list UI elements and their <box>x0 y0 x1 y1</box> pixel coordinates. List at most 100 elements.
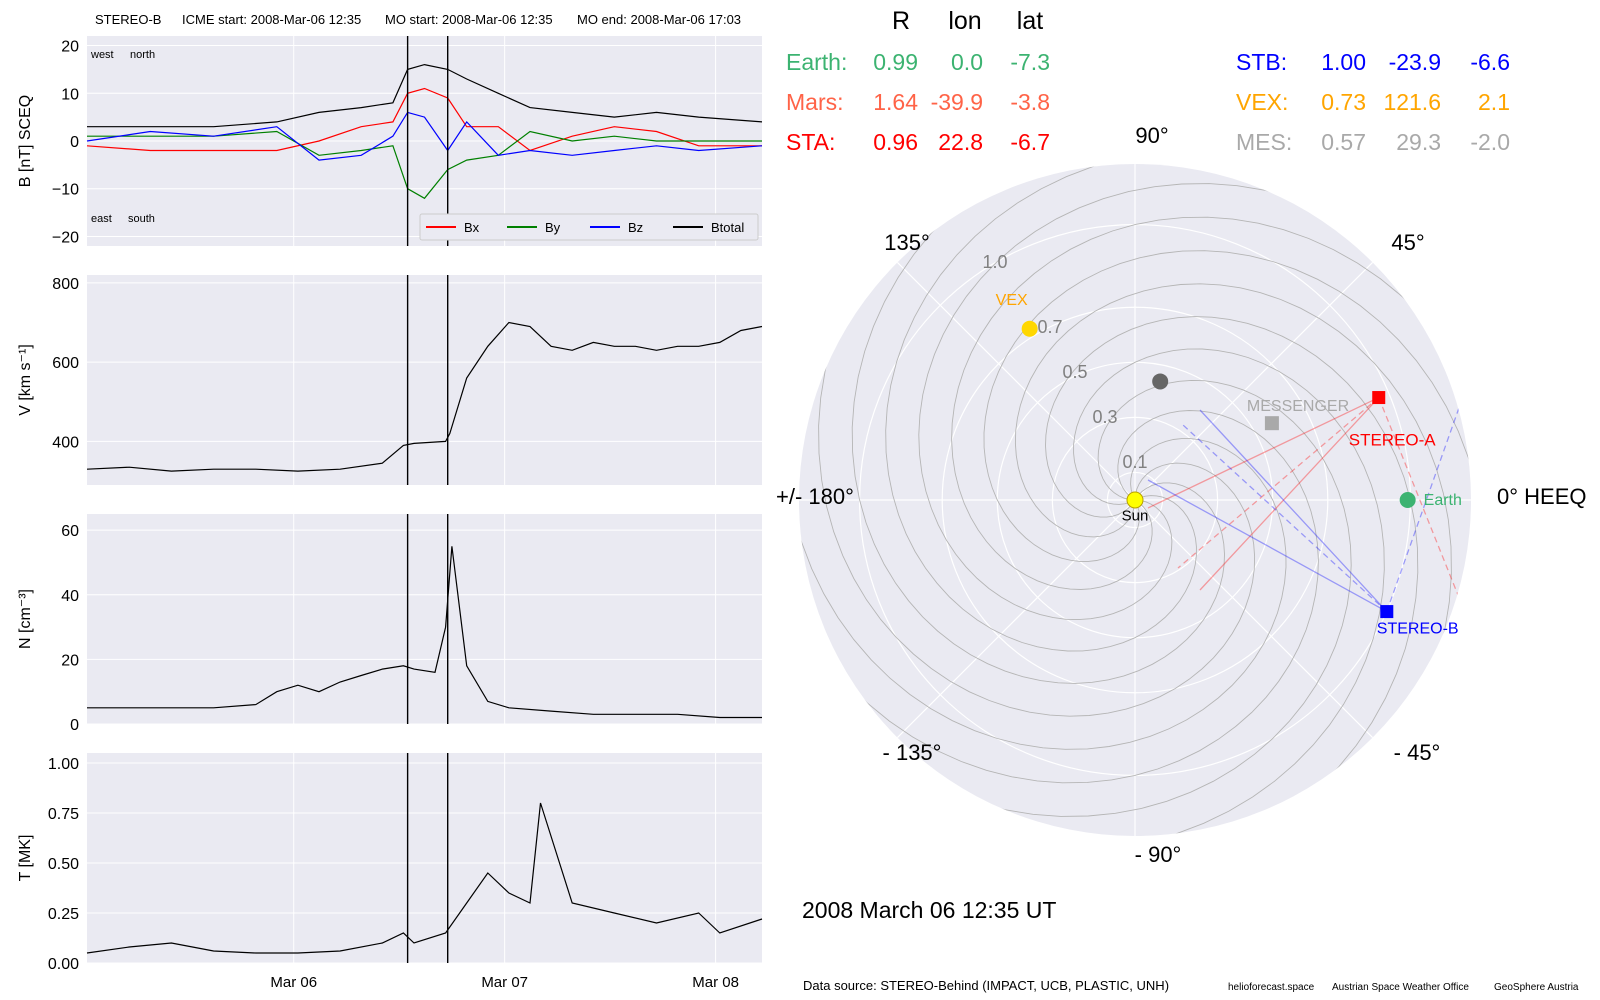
y-tick-label: 0.25 <box>48 906 79 923</box>
plot-background <box>87 753 762 963</box>
y-axis-label: N [cm⁻³] <box>17 589 34 649</box>
table-stb-lon: -23.9 <box>1389 49 1441 75</box>
parker-spiral <box>885 164 1333 652</box>
stereo-a-label: STEREO-A <box>1349 431 1437 450</box>
y-axis-label: T [MK] <box>17 835 34 882</box>
table-earth-lat: -7.3 <box>1010 49 1050 75</box>
legend-label: By <box>545 220 561 235</box>
table-stb-r: 1.00 <box>1321 49 1366 75</box>
table-earth-name: Earth: <box>786 49 847 75</box>
table-stb-name: STB: <box>1236 49 1287 75</box>
credit-aswo: Austrian Space Weather Office <box>1332 982 1469 993</box>
annotation-south: south <box>128 213 155 225</box>
table-mes-lat: -2.0 <box>1470 129 1510 155</box>
x-tick-label: Mar 06 <box>270 974 317 991</box>
field-line <box>1177 397 1380 569</box>
field-line <box>1182 424 1388 613</box>
field-line <box>1147 479 1388 613</box>
polar-plot: 0.1 0.3 0.5 0.7 1.0 90° 45° 0° HEEQ - 45° - 90° - … <box>776 123 1587 867</box>
stereo-b-label: STEREO-B <box>1377 621 1459 638</box>
radial-tick-label: 0.1 <box>1122 452 1147 472</box>
angular-gridline <box>896 261 1136 501</box>
panel-b-field: 20 10 0 −10 −20 B [nT] SCEQ Bx By Bz Btotal <box>17 36 763 246</box>
parker-spirals <box>799 164 1471 836</box>
legend-label: Btotal <box>711 220 744 235</box>
x-tick-label: Mar 08 <box>692 974 739 991</box>
angle-label: - 90° <box>1135 842 1182 867</box>
table-vex-r: 0.73 <box>1321 89 1366 115</box>
y-tick-label: −20 <box>52 229 79 246</box>
y-tick-label: 1.00 <box>48 756 79 773</box>
angular-gridline <box>1134 499 1374 739</box>
table-vex-name: VEX: <box>1236 89 1288 115</box>
parker-spiral <box>799 302 1287 750</box>
legend: Bx By Bz Btotal <box>419 213 759 241</box>
angular-gridline <box>896 499 1136 739</box>
credit-helioforecast: helioforecast.space <box>1228 982 1315 993</box>
header-mo-start: MO start: 2008-Mar-06 12:35 <box>385 12 553 27</box>
series-line-data <box>86 321 763 472</box>
parker-spiral <box>799 410 1319 784</box>
earth-label: Earth <box>1424 492 1462 509</box>
table-sta-r: 0.96 <box>873 129 918 155</box>
parker-spiral <box>951 216 1471 590</box>
angle-label: +/- 180° <box>776 484 854 509</box>
parker-spiral <box>1014 283 1452 834</box>
angle-label: - 45° <box>1394 740 1441 765</box>
y-axis-label: V [km s⁻¹] <box>17 344 34 416</box>
annotation-west: west <box>90 49 114 61</box>
table-sta-name: STA: <box>786 129 835 155</box>
stereo-a-marker <box>1372 391 1386 405</box>
series-line-btotal <box>87 63 763 128</box>
angle-label: 90° <box>1135 123 1168 148</box>
table-mes-name: MES: <box>1236 129 1292 155</box>
table-mars-lon: -39.9 <box>931 89 983 115</box>
radial-tick-label: 0.5 <box>1062 362 1087 382</box>
header-mo-end: MO end: 2008-Mar-06 17:03 <box>577 12 741 27</box>
angle-label: - 135° <box>883 740 942 765</box>
parker-spiral <box>1045 316 1419 836</box>
y-tick-label: 0 <box>70 134 79 151</box>
table-header-lon: lon <box>948 7 981 35</box>
timestamp: 2008 March 06 12:35 UT <box>802 897 1056 923</box>
y-tick-label: 0 <box>70 717 79 734</box>
table-mes-lon: 29.3 <box>1396 129 1441 155</box>
stereo-b-marker <box>1380 605 1394 619</box>
parker-spiral <box>918 183 1469 621</box>
legend-label: Bz <box>628 220 643 235</box>
table-sta-lat: -6.7 <box>1010 129 1050 155</box>
table-mes-r: 0.57 <box>1321 129 1366 155</box>
table-vex-lat: 2.1 <box>1478 89 1510 115</box>
radial-tick-label: 0.7 <box>1037 317 1062 337</box>
table-sta-lon: 22.8 <box>938 129 983 155</box>
parker-spiral <box>937 348 1385 836</box>
panel-density: 60 40 20 0 N [cm⁻³] <box>17 514 762 734</box>
legend-box <box>419 213 759 241</box>
y-tick-label: 20 <box>61 39 79 56</box>
panel-velocity: 800 600 400 V [km s⁻¹] <box>17 275 763 485</box>
field-line <box>1378 397 1461 601</box>
header-icme-start: ICME start: 2008-Mar-06 12:35 <box>182 12 361 27</box>
data-source: Data source: STEREO-Behind (IMPACT, UCB,… <box>803 978 1169 993</box>
field-line <box>1386 404 1461 612</box>
y-tick-label: 0.50 <box>48 856 79 873</box>
messenger-marker <box>1264 416 1279 431</box>
mercury-marker <box>1152 373 1169 390</box>
y-tick-label: 600 <box>52 355 79 372</box>
table-vex-lon: 121.6 <box>1383 89 1441 115</box>
event-header: STEREO-B ICME start: 2008-Mar-06 12:35 M… <box>95 12 741 27</box>
y-axis-label: B [nT] SCEQ <box>17 95 34 187</box>
credit-geosphere: GeoSphere Austria <box>1494 982 1579 993</box>
series-line-by <box>87 130 762 200</box>
y-tick-label: 60 <box>61 523 79 540</box>
y-tick-label: 400 <box>52 434 79 451</box>
b-field-annotations: west north east south <box>90 49 155 225</box>
messenger-label: MESSENGER <box>1247 398 1349 415</box>
y-tick-label: 0.75 <box>48 806 79 823</box>
table-mars-r: 1.64 <box>873 89 918 115</box>
field-line <box>1199 397 1380 591</box>
vex-marker <box>1021 320 1038 337</box>
series-line-bx <box>86 87 762 152</box>
annotation-east: east <box>91 213 112 225</box>
